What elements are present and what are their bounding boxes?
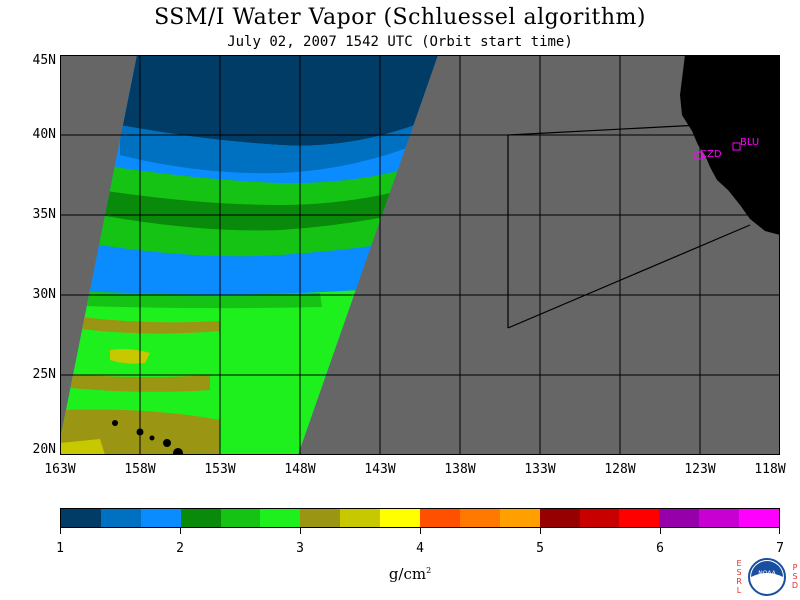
colorbar-swatch <box>300 509 341 527</box>
vapor-band-2.0 <box>100 180 438 231</box>
lon-label-123w: 123W <box>684 462 716 477</box>
station-marker-blu <box>732 142 741 151</box>
colorbar-swatch <box>340 509 381 527</box>
station-label-blu: BLU <box>740 137 760 148</box>
vapor-band-1.5 <box>120 115 438 174</box>
colorbar-swatch <box>739 509 780 527</box>
lat-label-20n: 20N <box>32 442 56 457</box>
map-title: SSM/I Water Vapor (Schluessel algorithm) <box>154 5 646 30</box>
svg-text:NOAA: NOAA <box>758 570 776 577</box>
colorbar-swatch <box>579 509 620 527</box>
map-subtitle: July 02, 2007 1542 UTC (Orbit start time… <box>227 34 573 50</box>
colorbar-tick-2: 2 <box>176 541 184 556</box>
colorbar-swatch <box>220 509 261 527</box>
colorbar-swatch <box>180 509 221 527</box>
lon-label-133w: 133W <box>524 462 556 477</box>
colorbar-swatch <box>140 509 181 527</box>
colorbar-swatch <box>699 509 740 527</box>
lon-label-158w: 158W <box>124 462 156 477</box>
colorbar-swatch <box>100 509 141 527</box>
lat-label-40n: 40N <box>32 127 56 142</box>
vapor-patch-3.6b <box>60 439 105 455</box>
lon-label-148w: 148W <box>284 462 316 477</box>
water-vapor-map: CZD BLU <box>60 55 780 455</box>
colorbar-swatch <box>61 509 101 527</box>
hawaiian-islands <box>112 420 183 455</box>
colorbar-tick-4: 4 <box>416 541 424 556</box>
station-marker-czd <box>694 151 703 160</box>
lon-label-118w: 118W <box>754 462 786 477</box>
colorbar-tick-5: 5 <box>536 541 544 556</box>
colorbar-swatch <box>420 509 460 527</box>
colorbar-swatch <box>459 509 500 527</box>
north-america-land <box>680 55 780 235</box>
station-label-czd: CZD <box>700 149 722 160</box>
vapor-band-3.3a <box>80 317 220 334</box>
colorbar-swatch <box>539 509 580 527</box>
lat-lon-grid <box>60 55 780 455</box>
colorbar-swatch <box>619 509 660 527</box>
lon-label-143w: 143W <box>364 462 396 477</box>
vapor-band-3.3b <box>60 373 210 392</box>
lat-label-45n: 45N <box>32 53 56 68</box>
noaa-emblem: NOAA <box>748 558 786 596</box>
colorbar-swatch <box>659 509 700 527</box>
lon-label-128w: 128W <box>604 462 636 477</box>
lon-label-153w: 153W <box>204 462 236 477</box>
lon-label-163w: 163W <box>44 462 76 477</box>
colorbar-unit: g/cm2 <box>388 565 432 583</box>
lat-label-30n: 30N <box>32 287 56 302</box>
swath-field <box>60 55 438 455</box>
lat-label-25n: 25N <box>32 367 56 382</box>
colorbar-tick-3: 3 <box>296 541 304 556</box>
lon-label-138w: 138W <box>444 462 476 477</box>
vapor-band-1.0 <box>120 55 438 146</box>
colorbar-swatch <box>260 509 301 527</box>
lat-label-35n: 35N <box>32 207 56 222</box>
map-canvas <box>60 55 780 455</box>
colorbar-tick-6: 6 <box>656 541 664 556</box>
colorbar-tick-7: 7 <box>776 541 784 556</box>
colorbar-swatch <box>380 509 421 527</box>
colorbar-tick-1: 1 <box>56 541 64 556</box>
colorbar-swatch <box>499 509 540 527</box>
colorbar <box>60 508 780 528</box>
